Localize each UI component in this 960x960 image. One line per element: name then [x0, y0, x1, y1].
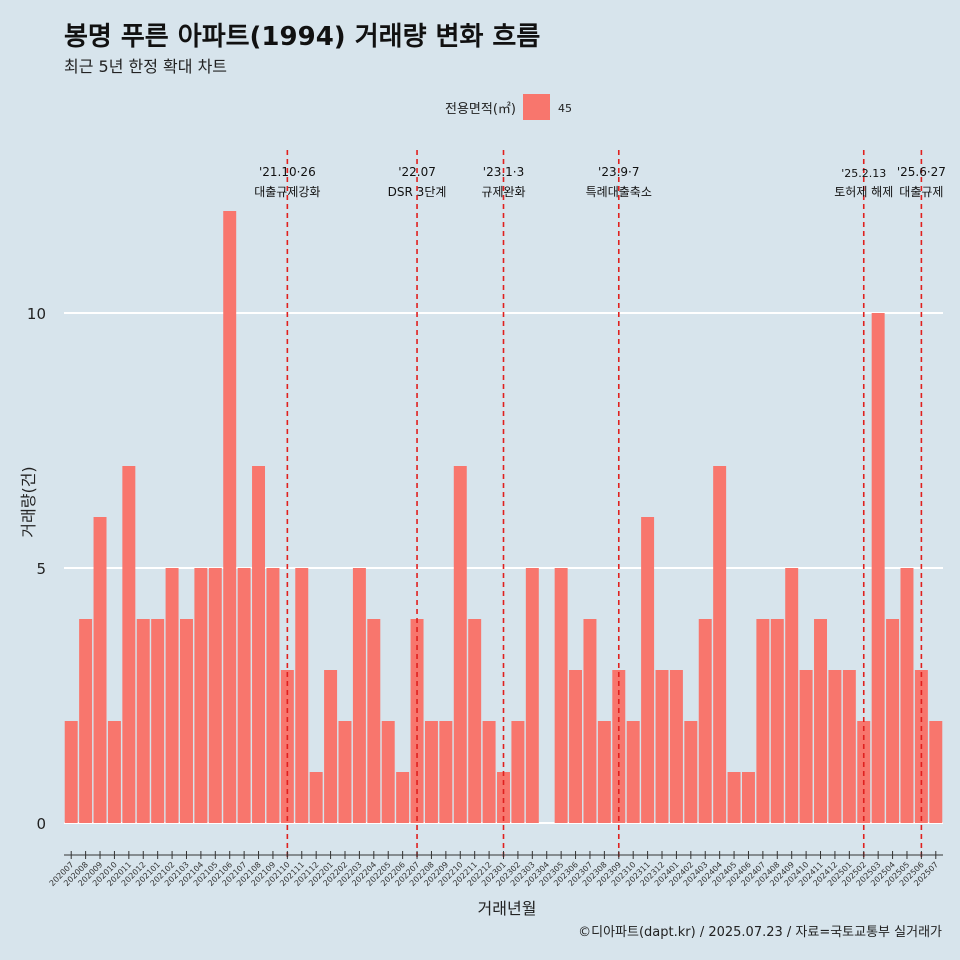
bar-202106: [223, 211, 237, 823]
y-axis-title: 거래량(건): [19, 466, 38, 537]
bar-202401: [669, 670, 683, 823]
legend-title: 전용면적(㎡): [445, 102, 516, 117]
bar-202403: [698, 619, 712, 823]
bar-202102: [165, 568, 179, 823]
legend: 전용면적(㎡) 45: [445, 94, 572, 120]
bar-202011: [122, 466, 136, 823]
annotation-layer: '21.10·26 대출규제강화 '22.07 DSR 3단계 '23.1·3 규제완화 '…: [254, 150, 946, 858]
bar-202104: [194, 568, 208, 823]
annotation-label: 대출규제: [899, 185, 943, 199]
bar-202410: [799, 670, 813, 823]
annotation-label: DSR 3단계: [388, 185, 447, 199]
bar-202406: [741, 772, 755, 823]
bar-202312: [655, 670, 669, 823]
bar-202505: [900, 568, 914, 823]
bar-202206: [396, 772, 410, 823]
bar-202308: [597, 721, 611, 823]
annotation-date: '25.2.13: [841, 167, 886, 180]
annotation-label: 규제완화: [481, 185, 525, 199]
bar-202202: [338, 721, 352, 823]
bar-202409: [785, 568, 799, 823]
annotation-date: '25.6·27: [897, 165, 946, 179]
bar-202507: [929, 721, 943, 823]
bar-202405: [727, 772, 741, 823]
bar-202302: [511, 721, 525, 823]
annotation-date: '23.1·3: [483, 165, 524, 179]
annotation-label: 대출규제강화: [254, 185, 320, 199]
bar-202007: [64, 721, 78, 823]
chart-subtitle: 최근 5년 한정 확대 차트: [64, 57, 228, 76]
bar-202010: [107, 721, 121, 823]
bar-202408: [770, 619, 784, 823]
annotation-date: '23.9·7: [598, 165, 639, 179]
bar-202201: [324, 670, 338, 823]
bar-202301: [497, 772, 510, 823]
bar-202009: [93, 517, 107, 823]
bar-202109: [266, 568, 280, 823]
bar-202311: [641, 517, 655, 823]
annotation-label: 특례대출축소: [586, 185, 652, 199]
bar-202208: [424, 721, 438, 823]
legend-label: 45: [558, 102, 572, 115]
bar-202105: [208, 568, 222, 823]
bar-202108: [252, 466, 266, 823]
bar-202407: [756, 619, 770, 823]
bar-202204: [367, 619, 381, 823]
bar-202307: [583, 619, 597, 823]
bar-202310: [626, 721, 640, 823]
bar-202210: [453, 466, 467, 823]
bar-202411: [814, 619, 828, 823]
bar-202107: [237, 568, 251, 823]
bar-202008: [79, 619, 93, 823]
chart-title: 봉명 푸른 아파트(1994) 거래량 변화 흐름: [64, 22, 541, 52]
bar-202112: [309, 772, 323, 823]
caption: ©디아파트(dapt.kr) / 2025.07.23 / 자료=국토교통부 실…: [578, 925, 942, 940]
bar-202303: [525, 568, 539, 823]
bar-202501: [842, 670, 856, 823]
bar-202503: [871, 313, 885, 823]
bar-202203: [352, 568, 366, 823]
bar-202205: [381, 721, 395, 823]
bar-202101: [151, 619, 165, 823]
y-tick-label: 5: [36, 560, 46, 578]
bar-202012: [136, 619, 150, 823]
bar-202211: [468, 619, 482, 823]
y-tick-label: 0: [36, 815, 46, 833]
bar-202103: [179, 619, 193, 823]
bars-layer: [64, 211, 943, 823]
annotation-date: '21.10·26: [259, 165, 316, 179]
annotation-date: '22.07: [398, 165, 436, 179]
annotation-label: 토허제 해제: [834, 185, 893, 199]
legend-swatch: [523, 94, 550, 120]
bar-202305: [554, 568, 568, 823]
bar-202412: [828, 670, 842, 823]
bar-202111: [295, 568, 309, 823]
bar-202212: [482, 721, 496, 823]
bar-202504: [886, 619, 900, 823]
bar-202404: [713, 466, 727, 823]
bar-202402: [684, 721, 698, 823]
bar-202209: [439, 721, 453, 823]
y-tick-label: 10: [27, 305, 46, 323]
bar-202306: [569, 670, 583, 823]
x-axis-title: 거래년월: [478, 899, 537, 918]
